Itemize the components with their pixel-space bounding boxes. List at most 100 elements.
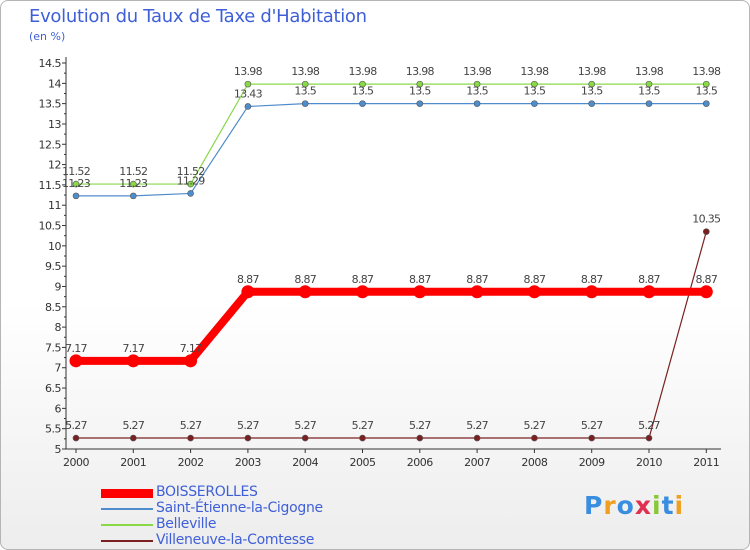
- data-label: 7.17: [65, 342, 87, 355]
- data-point: [645, 80, 653, 88]
- y-tick-label: 14.5: [39, 57, 62, 70]
- data-label: 5.27: [65, 419, 87, 432]
- data-label: 8.87: [352, 273, 374, 286]
- legend-swatch-villeneuve: [101, 540, 153, 542]
- data-point: [413, 285, 427, 299]
- y-tick-label: 8: [55, 321, 62, 334]
- x-tick-label: 2003: [235, 456, 261, 469]
- legend-label-boisserolles: BOISSEROLLES: [156, 484, 258, 500]
- data-point: [531, 80, 538, 88]
- legend-swatch-belleville: [101, 524, 153, 526]
- x-tick-label: 2001: [120, 456, 146, 469]
- y-tick-label: 9: [55, 280, 62, 293]
- y-tick-label: 11.5: [39, 179, 62, 192]
- logo-letter: o: [616, 491, 635, 520]
- data-label: 13.98: [520, 65, 549, 78]
- data-point: [645, 434, 653, 442]
- data-label: 5.27: [237, 419, 259, 432]
- data-point: [187, 180, 194, 188]
- logo-letter: i: [652, 491, 662, 520]
- data-label: 5.27: [638, 419, 660, 432]
- data-label: 5.27: [122, 419, 144, 432]
- y-tick-label: 6.5: [45, 382, 61, 395]
- data-label: 11.52: [62, 165, 90, 178]
- data-point: [301, 80, 309, 88]
- x-tick-label: 2002: [178, 456, 204, 469]
- data-point: [531, 434, 538, 442]
- data-label: 8.87: [638, 273, 660, 286]
- data-label: 13.5: [638, 85, 660, 98]
- data-label: 8.87: [524, 273, 546, 286]
- data-label: 5.27: [180, 419, 202, 432]
- data-point: [416, 434, 424, 442]
- data-label: 7.17: [122, 342, 144, 355]
- data-label: 13.5: [581, 85, 603, 98]
- logo-letter: r: [603, 491, 617, 520]
- data-label: 8.87: [237, 273, 259, 286]
- series-line: [76, 287, 707, 365]
- y-tick-label: 12.5: [39, 138, 62, 151]
- proxiti-logo: Proxiti: [584, 491, 684, 520]
- data-point: [470, 285, 484, 299]
- data-label: 5.27: [581, 419, 603, 432]
- data-point: [588, 434, 596, 442]
- series-line: [76, 103, 707, 197]
- data-point: [187, 434, 194, 442]
- data-point: [359, 100, 366, 107]
- data-point: [69, 354, 83, 368]
- data-label: 13.5: [524, 85, 546, 98]
- x-tick-label: 2000: [63, 456, 89, 469]
- legend-item-villeneuve: Villeneuve-la-Comtesse: [101, 532, 401, 549]
- data-point: [244, 103, 252, 110]
- data-label: 13.98: [635, 65, 664, 78]
- data-label: 5.27: [409, 419, 431, 432]
- data-point: [359, 80, 366, 88]
- legend-swatch-saint-etienne: [101, 508, 153, 510]
- y-tick-label: 11: [48, 199, 61, 212]
- data-point: [184, 354, 198, 368]
- data-point: [473, 80, 481, 88]
- x-tick-label: 2006: [407, 456, 433, 469]
- y-tick-label: 13: [48, 118, 61, 131]
- data-point: [531, 100, 538, 107]
- data-point: [702, 228, 710, 235]
- legend-label-saint-etienne: Saint-Étienne-la-Cigogne: [156, 500, 323, 516]
- data-point: [301, 434, 309, 442]
- x-tick-label: 2009: [579, 456, 605, 469]
- data-point: [301, 100, 309, 107]
- y-tick-label: 9.5: [45, 260, 61, 273]
- y-tick-label: 10.5: [39, 220, 62, 233]
- data-point: [72, 192, 80, 200]
- legend-item-boisserolles: BOISSEROLLES: [101, 484, 401, 501]
- data-label: 10.35: [692, 213, 721, 226]
- y-tick-label: 5: [55, 443, 62, 456]
- data-label: 5.27: [294, 419, 316, 432]
- series-line: [76, 231, 707, 439]
- data-point: [699, 285, 713, 299]
- data-point: [359, 434, 366, 442]
- data-label: 13.98: [406, 65, 435, 78]
- data-point: [585, 285, 599, 299]
- data-point: [244, 80, 252, 88]
- logo-letter: t: [661, 491, 675, 520]
- data-label: 8.87: [695, 273, 717, 286]
- data-label: 8.87: [581, 273, 603, 286]
- data-point: [702, 80, 710, 88]
- data-point: [416, 80, 424, 88]
- y-tick-label: 14: [48, 77, 61, 90]
- y-tick-label: 13.5: [39, 98, 62, 111]
- data-point: [642, 285, 656, 299]
- data-label: 5.27: [524, 419, 546, 432]
- y-tick-label: 10: [48, 240, 61, 253]
- data-point: [645, 100, 653, 107]
- y-tick-label: 12: [48, 159, 61, 172]
- data-label: 13.98: [234, 65, 263, 78]
- x-tick-label: 2008: [521, 456, 547, 469]
- legend-swatch-boisserolles: [101, 489, 153, 498]
- chart-title: Evolution du Taux de Taxe d'Habitation: [29, 6, 367, 27]
- data-label: 8.87: [409, 273, 431, 286]
- data-point: [298, 285, 312, 299]
- x-tick-label: 2010: [636, 456, 662, 469]
- data-label: 13.98: [692, 65, 721, 78]
